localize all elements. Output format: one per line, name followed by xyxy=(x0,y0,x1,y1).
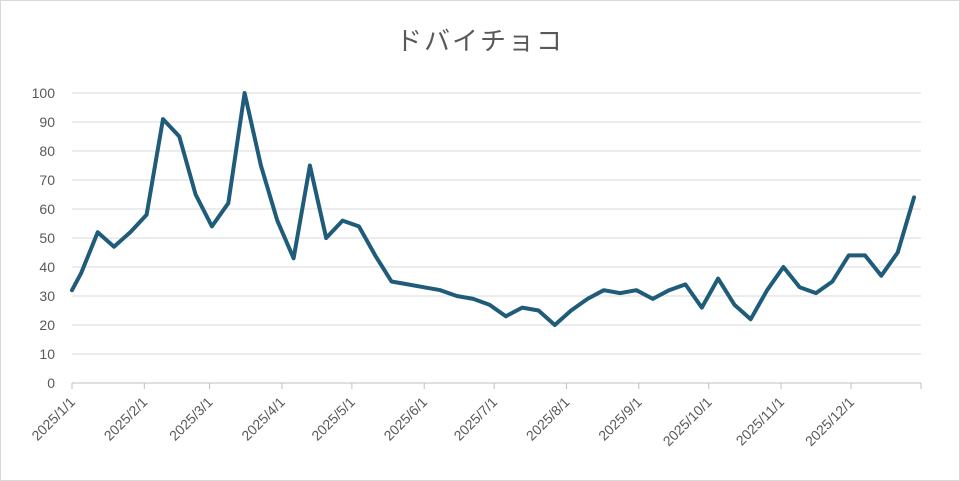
x-tick-label: 2025/7/1 xyxy=(450,394,500,444)
data-point xyxy=(471,297,475,301)
data-point xyxy=(128,230,132,234)
x-tick-label: 2025/3/1 xyxy=(166,394,216,444)
data-point xyxy=(504,314,508,318)
data-point xyxy=(390,280,394,284)
data-point xyxy=(830,280,834,284)
data-point xyxy=(373,253,377,257)
series-line-0 xyxy=(70,91,916,327)
data-point xyxy=(406,282,410,286)
data-point xyxy=(243,91,247,95)
data-point xyxy=(112,245,116,249)
data-point xyxy=(896,251,900,255)
y-tick-label: 30 xyxy=(39,288,55,304)
data-point xyxy=(683,282,687,286)
x-tick-label: 2025/5/1 xyxy=(308,394,358,444)
y-tick-label: 50 xyxy=(39,230,55,246)
data-point xyxy=(536,309,540,313)
data-point xyxy=(275,219,279,223)
data-point xyxy=(781,265,785,269)
data-point xyxy=(357,224,361,228)
data-point xyxy=(177,135,181,139)
data-point xyxy=(70,288,74,292)
y-tick-label: 0 xyxy=(47,375,55,391)
data-point xyxy=(749,317,753,321)
data-point xyxy=(226,201,230,205)
data-point xyxy=(912,195,916,199)
x-tick-label: 2025/9/1 xyxy=(595,394,645,444)
x-tick-label: 2025/1/1 xyxy=(28,394,78,444)
data-point xyxy=(798,285,802,289)
chart-title: ドバイチョコ xyxy=(395,27,564,57)
data-point xyxy=(879,274,883,278)
y-tick-label: 100 xyxy=(32,85,56,101)
y-tick-label: 70 xyxy=(39,172,55,188)
data-point xyxy=(292,256,296,260)
data-point xyxy=(863,253,867,257)
data-point xyxy=(422,285,426,289)
x-tick-label: 2025/6/1 xyxy=(380,394,430,444)
data-point xyxy=(814,291,818,295)
data-point xyxy=(634,288,638,292)
y-tick-label: 80 xyxy=(39,143,55,159)
data-point xyxy=(324,236,328,240)
data-point xyxy=(308,164,312,168)
data-point xyxy=(259,164,263,168)
data-point xyxy=(618,291,622,295)
data-point xyxy=(585,297,589,301)
data-point xyxy=(602,288,606,292)
data-point xyxy=(194,193,198,197)
data-point xyxy=(520,306,524,310)
y-tick-label: 60 xyxy=(39,201,55,217)
data-point xyxy=(145,213,149,217)
data-point xyxy=(96,230,100,234)
data-point xyxy=(210,224,214,228)
x-tick-label: 2025/10/1 xyxy=(660,394,716,450)
data-point xyxy=(732,303,736,307)
gridlines xyxy=(72,92,921,355)
data-point xyxy=(667,288,671,292)
x-tick-label: 2025/4/1 xyxy=(238,394,288,444)
data-point xyxy=(765,288,769,292)
series-layer xyxy=(70,91,916,327)
data-point xyxy=(553,323,557,327)
data-point xyxy=(455,294,459,298)
y-tick-label: 10 xyxy=(39,346,55,362)
data-point xyxy=(847,253,851,257)
data-point xyxy=(161,117,165,121)
data-point xyxy=(700,306,704,310)
data-point xyxy=(341,219,345,223)
y-tick-label: 20 xyxy=(39,317,55,333)
x-tick-label: 2025/11/1 xyxy=(733,394,788,449)
y-tick-label: 90 xyxy=(39,114,55,130)
data-point xyxy=(79,271,83,275)
data-point xyxy=(439,288,443,292)
data-point xyxy=(488,303,492,307)
data-point xyxy=(569,309,573,313)
data-point xyxy=(716,277,720,281)
y-tick-label: 40 xyxy=(39,259,55,275)
x-tick-label: 2025/8/1 xyxy=(523,394,573,444)
x-tick-label: 2025/2/1 xyxy=(101,394,151,444)
data-point xyxy=(651,297,655,301)
x-tick-label: 2025/12/1 xyxy=(802,394,858,450)
